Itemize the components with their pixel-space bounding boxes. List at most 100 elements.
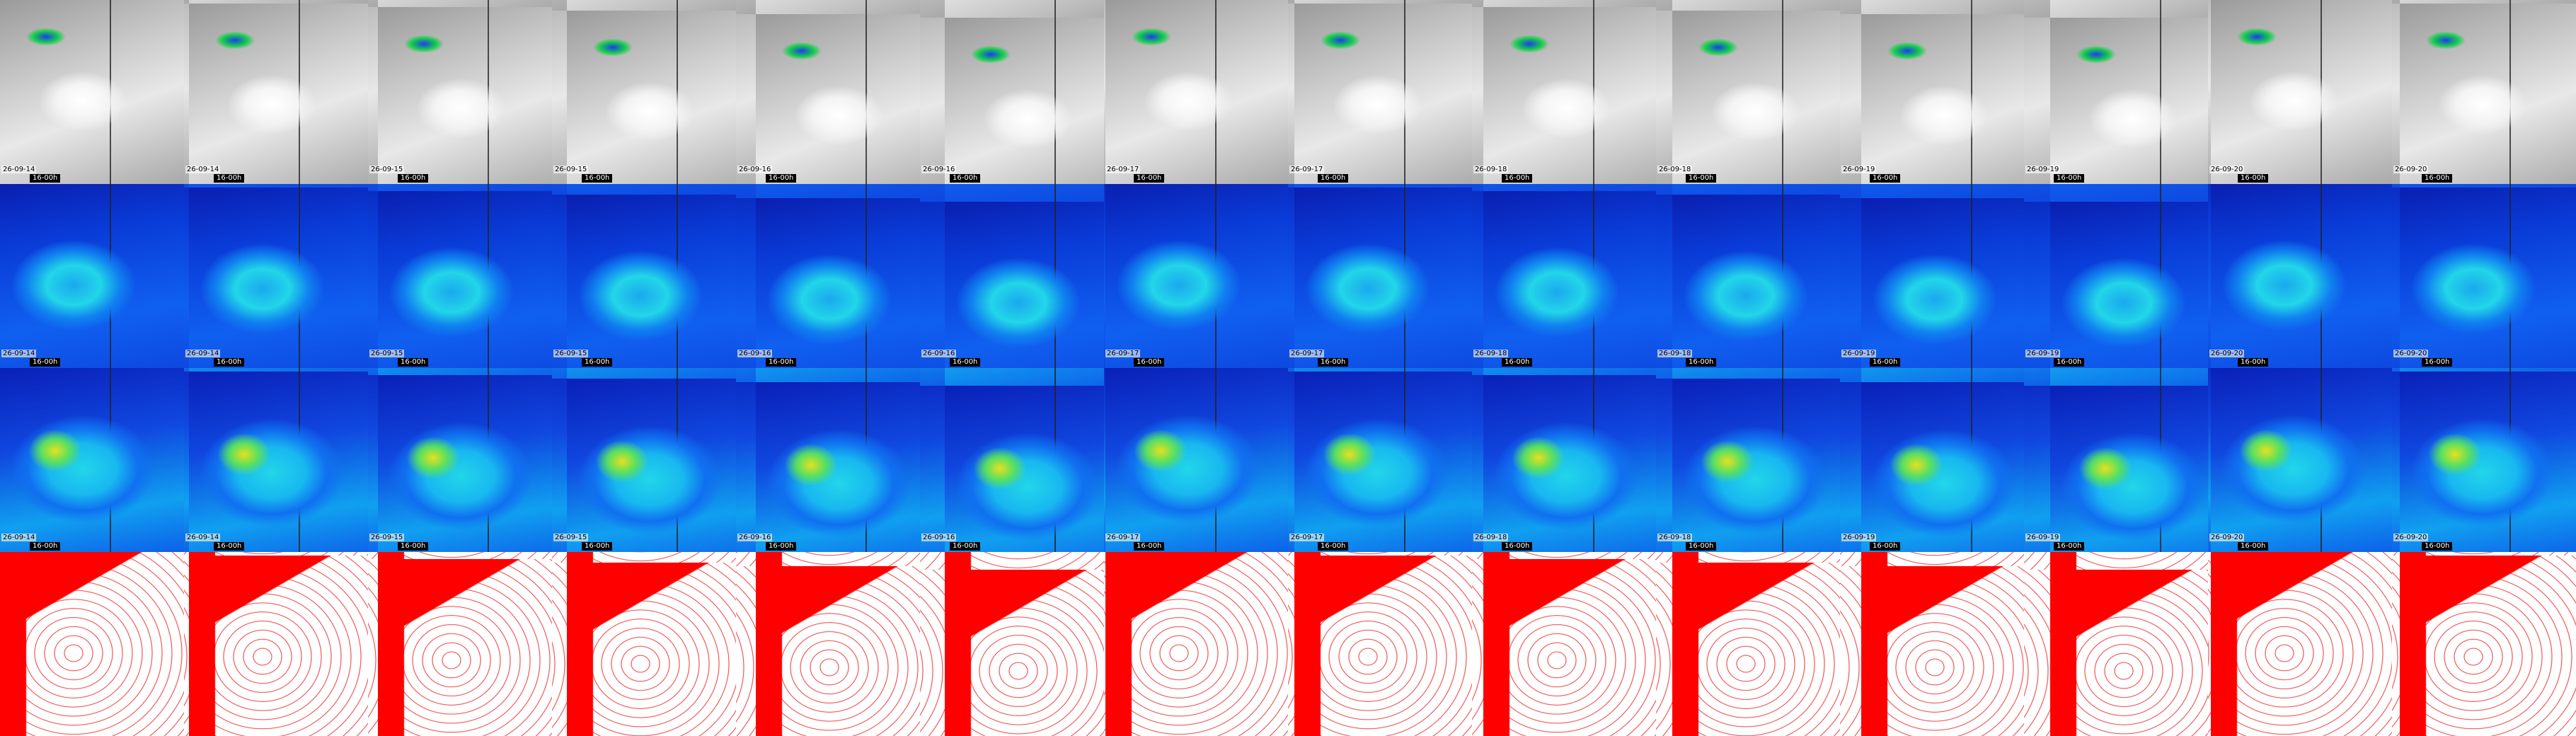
panel-date: 26-09-14 [185,534,244,542]
panel-time: 16-00h [398,542,429,551]
panel-time: 16-00h [2422,358,2453,367]
map-tile: 26-09-17 16-00h [1288,184,1472,368]
map-tile: 26-09-15 16-00h [368,0,552,184]
panel-label: 26-09-17 16-00h [1289,350,1349,367]
map-tile: 26-09-15 16-00h [368,368,552,552]
panel-date: 26-09-20 [2209,350,2268,358]
map-tile [1288,552,1472,736]
map-tile [1472,552,1656,736]
map-tile: 26-09-15 16-00h [552,0,736,184]
map-tile [1656,552,1840,736]
panel-label: 26-09-20 16-00h [2209,166,2269,183]
map-tile [2024,552,2208,736]
map-tile: 26-09-15 16-00h [368,184,552,368]
panel-time: 16-00h [2238,358,2269,367]
panel-label: 26-09-15 16-00h [369,166,429,183]
panel-date: 26-09-18 [1473,534,1532,542]
map-tile: 26-09-16 16-00h [736,368,920,552]
date-text: 26-09-20 [2393,534,2429,541]
panel-time: 16-00h [582,174,613,183]
date-text: 26-09-19 [2025,350,2061,357]
panel-time: 16-00h [1870,358,1901,367]
map-tile: 26-09-20 16-00h [2208,368,2392,552]
date-text: 26-09-16 [921,166,957,173]
panel-date: 26-09-20 [2393,350,2452,358]
panel-label: 26-09-14 16-00h [1,350,61,367]
date-text: 26-09-16 [921,534,957,541]
panel-date: 26-09-17 [1289,350,1348,358]
map-tile: 26-09-16 16-00h [920,368,1104,552]
map-tile: 26-09-19 16-00h [1840,368,2024,552]
date-text: 26-09-20 [2209,534,2245,541]
panel-label: 26-09-18 16-00h [1657,166,1717,183]
panel-time: 16-00h [1318,358,1349,367]
panel-label: 26-09-17 16-00h [1289,534,1349,551]
panel-date: 26-09-17 [1105,166,1164,174]
panel-date: 26-09-18 [1473,350,1532,358]
panel-label: 26-09-14 16-00h [185,350,245,367]
panel-time: 16-00h [1686,174,1717,183]
panel-time: 16-00h [582,542,613,551]
panel-time: 16-00h [30,174,61,183]
panel-label: 26-09-17 16-00h [1105,166,1165,183]
panel-date: 26-09-15 [553,350,612,358]
map-tile: 26-09-20 16-00h [2392,0,2576,184]
map-tile [552,552,736,736]
date-text: 26-09-14 [185,534,221,541]
panel-date: 26-09-19 [1841,350,1900,358]
date-text: 26-09-20 [2393,166,2429,173]
panel-label: 26-09-18 16-00h [1473,166,1533,183]
panel-time: 16-00h [398,174,429,183]
panel-time: 16-00h [398,358,429,367]
panel-time: 16-00h [2238,174,2269,183]
panel-date: 26-09-19 [2025,166,2084,174]
date-text: 26-09-17 [1105,350,1141,357]
map-tile: 26-09-17 16-00h [1104,368,1288,552]
panel-date: 26-09-15 [369,166,428,174]
panel-date: 26-09-19 [2025,534,2084,542]
panel-label: 26-09-14 16-00h [1,166,61,183]
map-tile: 26-09-14 16-00h [0,184,184,368]
panel-date: 26-09-17 [1289,534,1348,542]
panel-label: 26-09-19 16-00h [2025,534,2085,551]
map-tile: 26-09-18 16-00h [1472,184,1656,368]
panel-time: 16-00h [1134,358,1165,367]
panel-time: 16-00h [1502,542,1533,551]
date-text: 26-09-19 [2025,534,2061,541]
map-tile: 26-09-17 16-00h [1104,0,1288,184]
panel-label: 26-09-19 16-00h [2025,166,2085,183]
date-text: 26-09-17 [1289,534,1325,541]
map-tile: 26-09-20 16-00h [2392,184,2576,368]
panel-time: 16-00h [950,542,981,551]
panel-label: 26-09-20 16-00h [2393,534,2453,551]
panel-time: 16-00h [2238,542,2269,551]
map-tile: 26-09-15 16-00h [552,184,736,368]
map-tile: 26-09-16 16-00h [736,184,920,368]
date-text: 26-09-15 [553,350,589,357]
map-tile: 26-09-18 16-00h [1472,368,1656,552]
panel-label: 26-09-19 16-00h [2025,350,2085,367]
panel-time: 16-00h [30,542,61,551]
panel-label: 26-09-18 16-00h [1473,534,1533,551]
date-text: 26-09-18 [1657,350,1693,357]
panel-date: 26-09-20 [2393,534,2452,542]
date-text: 26-09-20 [2209,350,2245,357]
panel-date: 26-09-15 [553,534,612,542]
map-tile: 26-09-15 16-00h [552,368,736,552]
map-tile: 26-09-19 16-00h [1840,184,2024,368]
panel-date: 26-09-16 [921,534,980,542]
panel-date: 26-09-16 [737,534,796,542]
panel-date: 26-09-17 [1105,350,1164,358]
panel-time: 16-00h [214,542,245,551]
panel-date: 26-09-19 [1841,166,1900,174]
date-text: 26-09-16 [737,350,773,357]
map-tile [920,552,1104,736]
panel-time: 16-00h [1134,174,1165,183]
date-text: 26-09-14 [185,166,221,173]
date-text: 26-09-16 [737,534,773,541]
map-tile: 26-09-14 16-00h [184,0,368,184]
panel-date: 26-09-19 [2025,350,2084,358]
map-tile: 26-09-16 16-00h [920,0,1104,184]
map-tile: 26-09-14 16-00h [184,368,368,552]
